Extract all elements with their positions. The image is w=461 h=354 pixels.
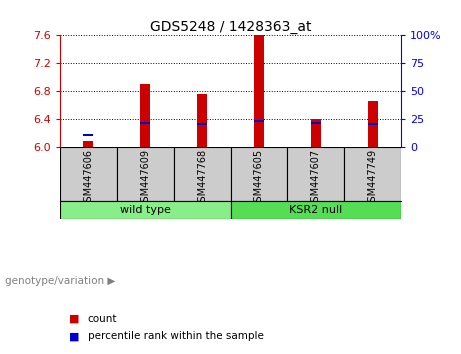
Bar [367, 101, 378, 147]
Bar [367, 122, 378, 125]
FancyBboxPatch shape [344, 147, 401, 201]
Bar [140, 122, 150, 124]
FancyBboxPatch shape [230, 147, 287, 201]
Bar [197, 122, 207, 125]
Text: genotype/variation ▶: genotype/variation ▶ [5, 276, 115, 286]
Text: GSM447607: GSM447607 [311, 149, 321, 209]
FancyBboxPatch shape [174, 147, 230, 201]
FancyBboxPatch shape [60, 147, 117, 201]
Text: wild type: wild type [120, 205, 171, 215]
Text: GSM447605: GSM447605 [254, 149, 264, 209]
FancyBboxPatch shape [117, 147, 174, 201]
Text: percentile rank within the sample: percentile rank within the sample [88, 331, 264, 341]
Bar [311, 122, 321, 124]
Text: GSM447749: GSM447749 [367, 149, 378, 209]
Bar [197, 95, 207, 147]
Bar [140, 84, 150, 147]
Text: KSR2 null: KSR2 null [289, 205, 343, 215]
Text: GSM447768: GSM447768 [197, 149, 207, 209]
Text: GSM447609: GSM447609 [140, 149, 150, 208]
Bar [311, 119, 321, 147]
FancyBboxPatch shape [287, 147, 344, 201]
Text: ■: ■ [69, 314, 80, 324]
Bar [83, 134, 94, 136]
FancyBboxPatch shape [60, 201, 230, 219]
Text: ■: ■ [69, 331, 80, 341]
Bar [254, 35, 264, 147]
Bar [83, 141, 94, 147]
Title: GDS5248 / 1428363_at: GDS5248 / 1428363_at [150, 21, 311, 34]
FancyBboxPatch shape [230, 201, 401, 219]
Text: count: count [88, 314, 117, 324]
Text: GSM447606: GSM447606 [83, 149, 94, 208]
Bar [254, 120, 264, 122]
